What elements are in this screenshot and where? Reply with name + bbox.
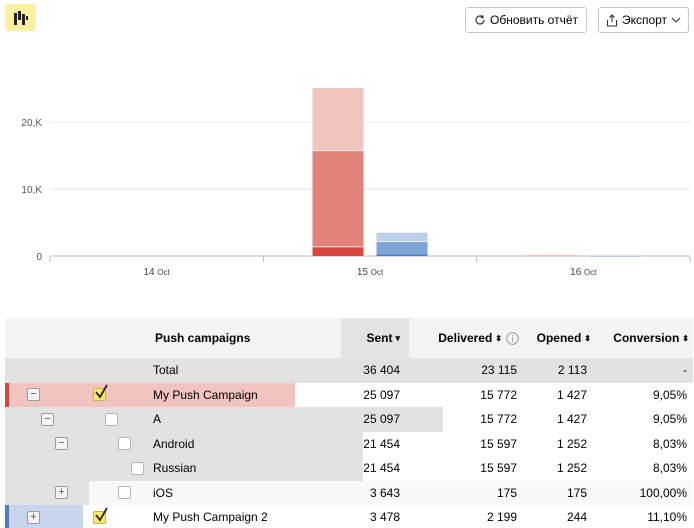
refresh-report-button[interactable]: Обновить отчёт [465, 7, 587, 33]
x-tick-label: 14 Oct [143, 267, 170, 278]
bar-segment [312, 150, 364, 247]
bar-segment [589, 255, 641, 257]
y-tick-label: 20,K [21, 118, 42, 129]
row-checkbox[interactable] [93, 384, 108, 402]
row-name: Total [153, 363, 179, 378]
row-opened: 175 [566, 485, 587, 500]
campaigns-table: Push campaigns Sent ▾ Delivered ⬍ Opened… [5, 318, 693, 528]
row-conversion: 9,05% [652, 412, 687, 427]
row-checkbox[interactable] [118, 437, 131, 451]
info-icon[interactable] [506, 331, 519, 345]
row-conversion: 11,10% [647, 510, 687, 525]
checkmark-icon [95, 507, 108, 522]
col-conversion-label: Conversion [613, 331, 680, 345]
checkmark-icon [95, 384, 108, 399]
expand-toggle[interactable]: + [27, 510, 40, 524]
row-sent: 25 097 [363, 387, 400, 402]
bar-chart-icon [13, 10, 28, 25]
table-header: Push campaigns Sent ▾ Delivered ⬍ Opened… [5, 318, 693, 358]
collapse-toggle[interactable]: − [27, 388, 40, 402]
sort-icon: ⬍ [495, 333, 502, 343]
bar-segment [525, 254, 577, 256]
row-name: Android [153, 436, 195, 451]
row-name: My Push Campaign 2 [153, 510, 268, 525]
row-sent: 21 454 [363, 436, 400, 451]
chevron-down-icon [671, 17, 681, 23]
bar-segment [312, 87, 364, 151]
sort-icon: ⬍ [682, 333, 689, 343]
row-conversion: - [593, 358, 693, 383]
sort-icon: ⬍ [584, 333, 591, 343]
table-row[interactable]: − My Push Campaign 25 097 15 772 1 427 9… [5, 382, 693, 407]
chart-view-toggle[interactable] [5, 4, 36, 31]
row-sent: 25 097 [363, 412, 400, 427]
y-tick-label: 0 [36, 252, 42, 263]
row-opened: 1 427 [556, 412, 587, 427]
row-opened: 1 427 [556, 387, 587, 402]
table-row[interactable]: + iOS 3 643 175 175 100,00% [5, 480, 693, 505]
col-delivered[interactable]: Delivered ⬍ [409, 318, 523, 358]
row-delivered: 15 772 [480, 412, 517, 427]
row-checkbox[interactable] [105, 412, 118, 426]
row-opened: 2 113 [523, 358, 593, 383]
col-sent[interactable]: Sent ▾ [341, 318, 409, 358]
series-color-marker [5, 382, 9, 407]
col-opened[interactable]: Opened ⬍ [523, 318, 593, 358]
table-row[interactable]: − Android 21 454 15 597 1 252 8,03% [5, 431, 693, 456]
row-conversion: 100,00% [639, 485, 687, 500]
bar-segment [376, 254, 428, 256]
collapse-toggle[interactable]: − [41, 412, 54, 426]
row-name: iOS [153, 485, 174, 500]
series-color-marker [5, 505, 9, 528]
table-row-total: Total 36 404 23 115 2 113 - [5, 358, 693, 383]
row-name: My Push Campaign [153, 387, 258, 402]
row-delivered: 23 115 [409, 358, 523, 383]
col-opened-label: Opened [536, 331, 582, 345]
table-row[interactable]: − A 25 097 15 772 1 427 9,05% [5, 407, 693, 432]
col-conversion[interactable]: Conversion ⬍ [593, 318, 693, 358]
row-sent: 3 478 [369, 510, 400, 525]
export-label: Экспорт [621, 13, 668, 27]
row-name: Russian [153, 461, 197, 476]
y-tick-label: 10,K [21, 185, 42, 196]
col-sent-label: Sent [366, 331, 393, 345]
bar-segment [312, 246, 364, 256]
row-conversion: 8,03% [652, 436, 687, 451]
table-row[interactable]: + My Push Campaign 2 3 478 2 199 244 11,… [5, 505, 693, 528]
row-checkbox[interactable] [118, 486, 131, 500]
x-tick-label: 15 Oct [357, 267, 384, 278]
row-delivered: 15 597 [480, 461, 517, 476]
refresh-icon [475, 14, 485, 25]
row-name: A [153, 412, 162, 427]
col-delivered-label: Delivered [438, 331, 493, 345]
collapse-toggle[interactable]: − [55, 437, 68, 451]
export-button[interactable]: Экспорт [598, 7, 689, 33]
sort-desc-icon: ▾ [395, 332, 400, 343]
row-opened: 1 252 [556, 461, 587, 476]
expand-toggle[interactable]: + [55, 486, 68, 500]
row-opened: 244 [566, 510, 587, 525]
row-opened: 1 252 [556, 436, 587, 451]
row-sent: 3 643 [369, 485, 400, 500]
row-conversion: 9,05% [652, 387, 687, 402]
row-checkbox[interactable] [93, 507, 108, 524]
table-row[interactable]: Russian 21 454 15 597 1 252 8,03% [5, 456, 693, 481]
row-delivered: 2 199 [486, 510, 517, 525]
row-sent: 21 454 [363, 461, 400, 476]
row-conversion: 8,03% [652, 461, 687, 476]
bar-segment [376, 241, 428, 255]
row-sent: 36 404 [341, 358, 409, 383]
refresh-report-label: Обновить отчёт [490, 13, 578, 27]
share-icon [606, 13, 618, 27]
col-push-campaigns[interactable]: Push campaigns [155, 331, 251, 345]
bar-segment [376, 232, 428, 242]
campaign-bar-chart: 0 10,K 20,K 14 Oct 15 Oct 16 Oct [21, 87, 691, 278]
row-delivered: 15 597 [480, 436, 517, 451]
row-delivered: 175 [496, 485, 517, 500]
row-delivered: 15 772 [480, 387, 517, 402]
row-checkbox[interactable] [131, 461, 144, 475]
x-tick-label: 16 Oct [570, 267, 597, 278]
